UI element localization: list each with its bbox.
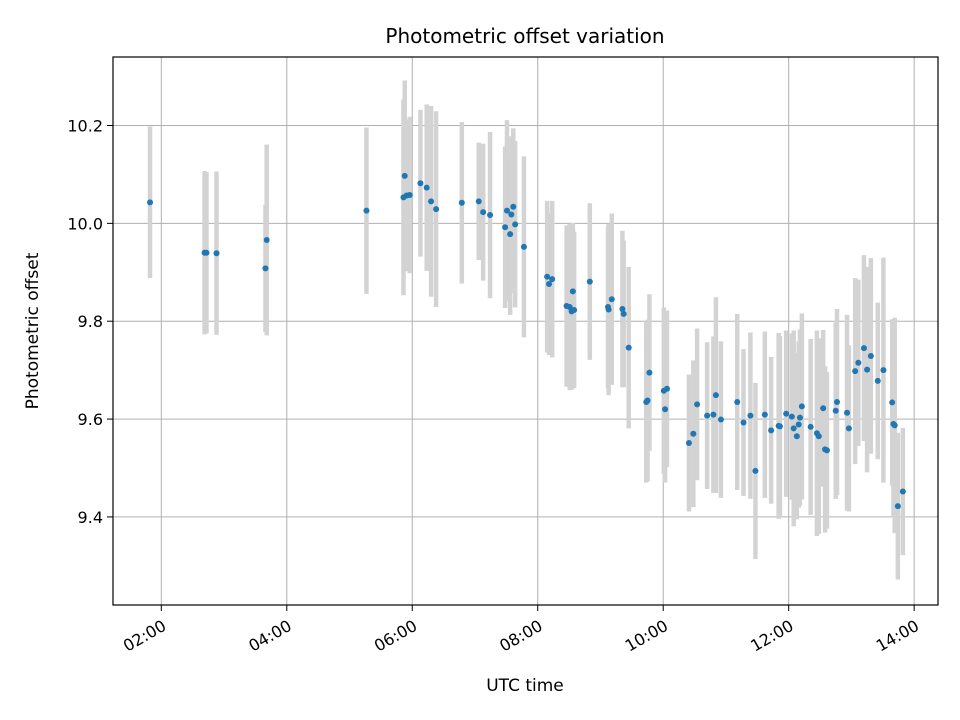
- data-point: [512, 221, 519, 228]
- error-bars: [147, 80, 906, 580]
- data-point: [401, 172, 408, 179]
- data-point: [662, 406, 669, 413]
- data-point: [571, 306, 578, 313]
- data-point: [605, 306, 612, 313]
- data-point: [620, 310, 627, 317]
- data-point: [761, 411, 768, 418]
- data-point: [520, 243, 527, 250]
- data-point: [608, 296, 615, 303]
- y-axis-ticks: 9.4 9.6 9.8 10.0 10.2: [67, 117, 113, 527]
- x-tick-label: 14:00: [873, 616, 922, 656]
- data-point: [502, 224, 509, 231]
- data-point: [646, 369, 653, 376]
- data-point: [867, 352, 874, 359]
- data-point: [864, 366, 871, 373]
- data-point: [262, 265, 269, 272]
- data-point: [480, 209, 487, 216]
- data-point: [798, 403, 805, 410]
- data-point: [852, 368, 859, 375]
- data-point: [874, 377, 881, 384]
- data-point: [783, 410, 790, 417]
- data-point: [625, 344, 632, 351]
- x-axis-ticks: 02:00 04:00 06:00 08:00 10:00 12:00 14:00: [120, 605, 922, 656]
- data-point: [363, 207, 370, 214]
- data-point: [752, 467, 759, 474]
- data-point: [406, 191, 413, 198]
- x-tick-label: 02:00: [120, 616, 169, 656]
- data-point: [845, 425, 852, 432]
- chart-title: Photometric offset variation: [385, 24, 664, 48]
- data-point: [417, 180, 424, 187]
- x-axis-label: UTC time: [486, 676, 564, 696]
- data-point: [747, 412, 754, 419]
- data-point: [795, 421, 802, 428]
- data-point: [796, 414, 803, 421]
- data-point: [823, 447, 830, 454]
- data-point: [663, 385, 670, 392]
- data-point: [690, 430, 697, 437]
- data-point: [544, 273, 551, 280]
- y-axis-label: Photometric offset: [23, 252, 43, 409]
- data-point: [899, 488, 906, 495]
- data-point: [549, 276, 556, 283]
- data-point: [428, 198, 435, 205]
- data-point: [487, 212, 494, 219]
- data-point: [844, 409, 851, 416]
- x-tick-label: 08:00: [496, 616, 545, 656]
- data-point: [503, 207, 510, 214]
- data-point: [734, 398, 741, 405]
- x-tick-label: 10:00: [622, 616, 671, 656]
- data-point: [546, 281, 553, 288]
- y-tick-label: 9.8: [78, 312, 103, 331]
- data-point: [147, 199, 154, 206]
- data-point: [569, 288, 576, 295]
- data-point: [807, 423, 814, 430]
- data-point: [815, 433, 822, 440]
- data-point: [820, 405, 827, 412]
- data-point: [704, 412, 711, 419]
- x-tick-label: 12:00: [747, 616, 796, 656]
- data-point: [860, 345, 867, 352]
- data-point: [507, 231, 514, 238]
- data-point: [740, 419, 747, 426]
- y-tick-label: 10.0: [67, 214, 103, 233]
- data-point: [712, 392, 719, 399]
- data-point: [203, 249, 210, 256]
- data-point: [586, 278, 593, 285]
- data-point: [894, 503, 901, 510]
- data-point: [776, 423, 783, 430]
- y-tick-label: 9.6: [78, 410, 103, 429]
- data-point: [510, 203, 517, 210]
- x-tick-label: 04:00: [245, 616, 294, 656]
- data-point: [880, 367, 887, 374]
- x-tick-label: 06:00: [371, 616, 420, 656]
- data-point: [710, 411, 717, 418]
- data-points: [147, 172, 906, 510]
- data-point: [213, 250, 220, 257]
- data-point: [619, 305, 626, 312]
- data-point: [788, 413, 795, 420]
- y-tick-label: 10.2: [67, 117, 103, 136]
- data-point: [891, 422, 898, 429]
- data-point: [458, 199, 465, 206]
- data-point: [433, 206, 440, 213]
- data-point: [263, 236, 270, 243]
- plot-frame: [112, 56, 939, 606]
- data-point: [790, 425, 797, 432]
- data-point: [889, 399, 896, 406]
- data-point: [855, 359, 862, 366]
- data-point: [475, 198, 482, 205]
- data-point: [644, 397, 651, 404]
- data-point: [768, 427, 775, 434]
- data-point: [793, 433, 800, 440]
- data-point: [508, 211, 515, 218]
- data-point: [423, 184, 430, 191]
- data-point: [685, 440, 692, 447]
- data-point: [717, 416, 724, 423]
- data-point: [833, 398, 840, 405]
- data-point: [694, 401, 701, 408]
- y-tick-label: 9.4: [78, 508, 103, 527]
- data-point: [832, 407, 839, 414]
